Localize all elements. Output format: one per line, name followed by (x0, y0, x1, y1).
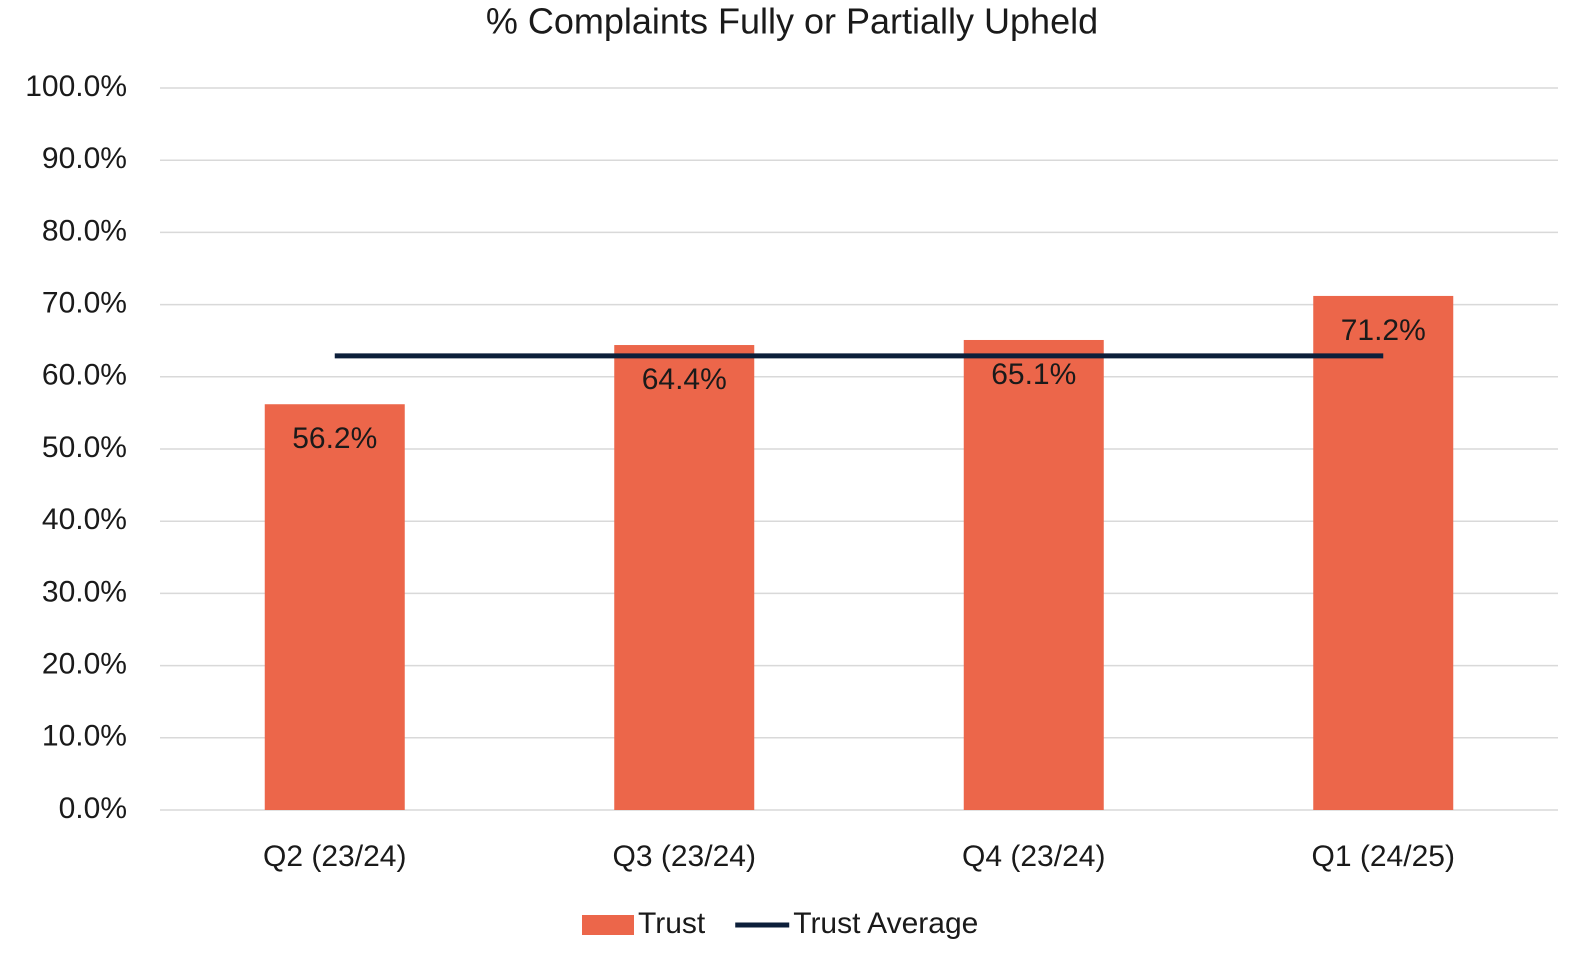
data-label: 65.1% (991, 358, 1076, 391)
bar (963, 339, 1104, 810)
legend-swatch (582, 915, 634, 935)
x-tick-label: Q3 (23/24) (613, 840, 756, 873)
y-tick-label: 90.0% (42, 142, 127, 175)
legend-label: Trust Average (793, 907, 978, 940)
legend-label: Trust (638, 907, 706, 940)
data-label: 64.4% (642, 363, 727, 396)
data-label: 56.2% (292, 422, 377, 455)
y-tick-label: 50.0% (42, 431, 127, 464)
bar (264, 404, 405, 810)
x-tick-label: Q2 (23/24) (263, 840, 406, 873)
x-tick-label: Q1 (24/25) (1312, 840, 1455, 873)
y-tick-label: 80.0% (42, 214, 127, 247)
y-tick-label: 30.0% (42, 575, 127, 608)
y-tick-label: 10.0% (42, 720, 127, 753)
chart-title: % Complaints Fully or Partially Upheld (486, 1, 1098, 42)
y-tick-label: 40.0% (42, 503, 127, 536)
data-label: 71.2% (1341, 314, 1426, 347)
bar (1313, 295, 1454, 810)
y-tick-label: 20.0% (42, 648, 127, 681)
y-tick-label: 100.0% (25, 70, 127, 103)
y-tick-label: 0.0% (59, 792, 127, 825)
y-tick-label: 70.0% (42, 287, 127, 320)
x-tick-label: Q4 (23/24) (962, 840, 1105, 873)
y-tick-label: 60.0% (42, 359, 127, 392)
bar (614, 345, 755, 810)
